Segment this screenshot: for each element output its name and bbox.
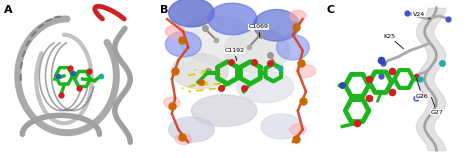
Ellipse shape — [276, 35, 309, 60]
Ellipse shape — [164, 97, 180, 108]
Ellipse shape — [254, 9, 300, 41]
Ellipse shape — [237, 71, 294, 103]
Text: B: B — [160, 5, 168, 15]
Text: C: C — [326, 5, 334, 15]
Ellipse shape — [191, 95, 257, 126]
Text: C1069: C1069 — [249, 24, 269, 37]
Text: A: A — [4, 5, 12, 15]
Text: V24: V24 — [413, 12, 430, 19]
Ellipse shape — [296, 65, 316, 77]
Ellipse shape — [175, 134, 191, 145]
Ellipse shape — [261, 114, 302, 139]
Text: C1192: C1192 — [224, 48, 244, 61]
Ellipse shape — [290, 124, 306, 135]
Ellipse shape — [165, 32, 201, 57]
Ellipse shape — [224, 28, 290, 73]
Text: G27: G27 — [430, 97, 443, 115]
Ellipse shape — [165, 25, 185, 38]
Ellipse shape — [290, 10, 306, 21]
Ellipse shape — [208, 3, 257, 35]
Text: K25: K25 — [383, 34, 403, 49]
Ellipse shape — [169, 0, 214, 27]
Ellipse shape — [169, 117, 214, 142]
Ellipse shape — [179, 16, 253, 63]
Text: G26: G26 — [416, 79, 428, 99]
Ellipse shape — [171, 54, 228, 88]
